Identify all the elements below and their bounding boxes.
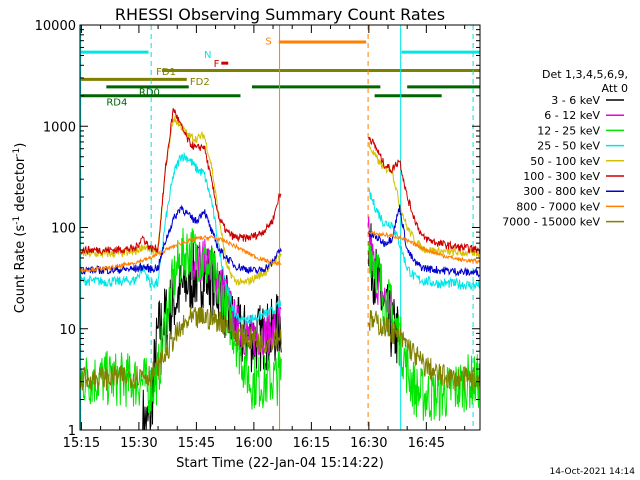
legend-entry-label: 300 - 800 keV (523, 185, 600, 198)
flag-label-f: F (214, 59, 220, 70)
legend-entry-label: 25 - 50 keV (537, 140, 600, 153)
y-tick-label: 100 (51, 222, 76, 237)
y-axis-label: Count Rate (s-1 detector-1) (12, 143, 28, 314)
legend-entry-label: 6 - 12 keV (544, 109, 600, 122)
series-line (80, 108, 282, 256)
y-axis-label-part1: Count Rate (s (13, 225, 28, 314)
x-tick-label: 16:15 (293, 436, 330, 451)
series-line (368, 230, 480, 265)
x-tick-label: 15:30 (120, 436, 157, 451)
flag-bars-layer (80, 40, 480, 98)
flag-labels-layer: N S F FD1 FD2 RD0 RD4 (106, 37, 271, 109)
flag-label-fd1: FD1 (156, 67, 176, 78)
x-tick-label: 15:45 (178, 436, 215, 451)
y-axis-label-sup1: -1 (12, 216, 22, 225)
series-line (368, 136, 480, 254)
series-layer (80, 108, 480, 430)
y-axis-label-part2: detector (13, 156, 28, 216)
series-line (80, 306, 282, 392)
legend-header: Att 0 (602, 82, 628, 95)
legend-header: Det 1,3,4,5,6,9, (542, 68, 628, 81)
legend-entry-label: 7000 - 15000 keV (502, 216, 600, 229)
y-tick-label: 1000 (43, 120, 76, 135)
timestamp: 14-Oct-2021 14:14 (550, 467, 636, 477)
legend-entry-label: 3 - 6 keV (551, 94, 600, 107)
flag-label-rd0: RD0 (139, 88, 160, 99)
flag-label-rd4: RD4 (106, 98, 127, 109)
legend-entry-label: 50 - 100 keV (530, 155, 600, 168)
series-line (368, 187, 480, 291)
axes-layer: 15:15 15:30 15:45 16:00 16:15 16:30 16:45 1 10 10… (35, 19, 480, 451)
x-tick-label: 16:00 (235, 436, 272, 451)
y-tick-label: 10 (59, 323, 76, 338)
series-line (188, 238, 282, 357)
flag-label-s: S (265, 37, 271, 48)
flag-label-n: N (204, 50, 211, 61)
series-line (368, 204, 480, 278)
x-axis-label: Start Time (22-Jan-04 15:14:22) (176, 456, 384, 471)
series-line (80, 152, 282, 326)
series-line (80, 227, 282, 416)
legend-entry-label: 12 - 25 keV (537, 124, 600, 137)
x-tick-label: 16:45 (408, 436, 445, 451)
series-line (80, 235, 282, 274)
y-tick-label: 10000 (35, 19, 76, 34)
legend-entry-label: 100 - 300 keV (523, 170, 600, 183)
legend-entry-label: 800 - 7000 keV (516, 200, 600, 213)
chart-title: RHESSI Observing Summary Count Rates (115, 5, 445, 24)
x-tick-label: 16:30 (350, 436, 387, 451)
y-axis-label-part3: ) (13, 143, 28, 148)
y-axis-label-sup2: -1 (12, 148, 22, 157)
y-tick-label: 1 (68, 424, 76, 439)
series-line (368, 310, 480, 391)
series-line (367, 216, 393, 315)
series-line (80, 204, 282, 275)
flag-label-fd2: FD2 (190, 77, 210, 88)
series-line (80, 116, 282, 287)
legend: Det 1,3,4,5,6,9,Att 03 - 6 keV 6 - 12 keV… (502, 68, 628, 229)
x-tick-label: 15:15 (63, 436, 100, 451)
